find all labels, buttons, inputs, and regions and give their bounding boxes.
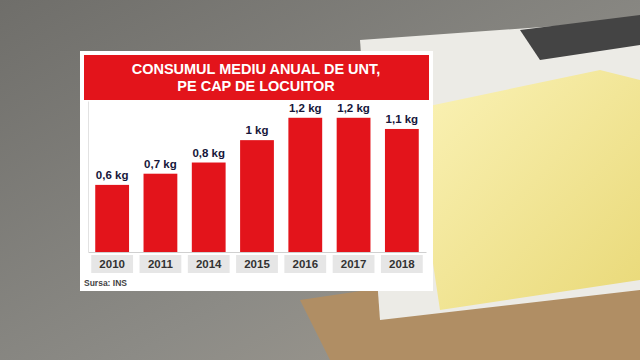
data-label: 1,1 kg [386,113,419,125]
source: Sursa: INS [84,278,127,288]
x-tick: 2017 [341,252,367,270]
x-tick-label: 2010 [99,258,125,270]
x-tick-label: 2011 [148,258,174,270]
bar [144,174,178,252]
background-photo [0,0,640,360]
x-tick: 2014 [196,252,222,270]
bar [192,163,226,252]
bar [385,129,419,252]
panel [80,51,433,291]
label-cell [188,255,230,273]
label-cell [140,255,182,273]
chart: CONSUMUL MEDIU ANUAL DE UNT,PE CAP DE LO… [0,0,640,360]
y-axis [88,102,89,253]
title-line: CONSUMUL MEDIU ANUAL DE UNT, [132,61,381,77]
label-cell [284,255,326,273]
background [0,0,640,360]
label-cell [91,255,133,273]
x-tick: 2018 [389,252,415,270]
label-cell [333,255,375,273]
x-tick-label: 2017 [341,258,367,270]
x-tick: 2010 [99,252,125,270]
title-line: PE CAP DE LOCUITOR [177,78,335,94]
title: CONSUMUL MEDIU ANUAL DE UNT,PE CAP DE LO… [132,61,381,94]
x-tick-label: 2014 [196,258,222,270]
data-label: 1,2 kg [337,102,370,114]
bars [95,118,419,252]
label-cell [236,255,278,273]
bar [240,140,274,252]
data-label: 0,6 kg [96,169,129,181]
title-bar [84,55,429,100]
data-labels: 0,6 kg 0,7 kg 0,8 kg 1 kg 1,2 kg 1,2 kg 1,1 kg [96,102,418,181]
bar [95,185,129,252]
label-cells [91,255,423,273]
x-axis: 2010 2011 2014 2015 2016 2017 2018 [89,252,427,270]
knife [520,15,640,60]
butter [410,70,640,310]
bar [288,118,322,252]
data-label: 1 kg [245,124,268,136]
x-tick-label: 2018 [389,258,415,270]
x-tick-label: 2016 [292,258,318,270]
label-cell [381,255,423,273]
x-tick: 2015 [244,252,270,270]
x-axis-line [89,252,427,253]
y-axis-line [88,102,89,253]
data-label: 0,7 kg [144,158,177,170]
bar [337,118,371,252]
x-tick: 2016 [292,252,318,270]
data-label: 1,2 kg [289,102,322,114]
x-tick: 2011 [148,252,174,270]
x-tick-label: 2015 [244,258,270,270]
data-label: 0,8 kg [192,147,225,159]
